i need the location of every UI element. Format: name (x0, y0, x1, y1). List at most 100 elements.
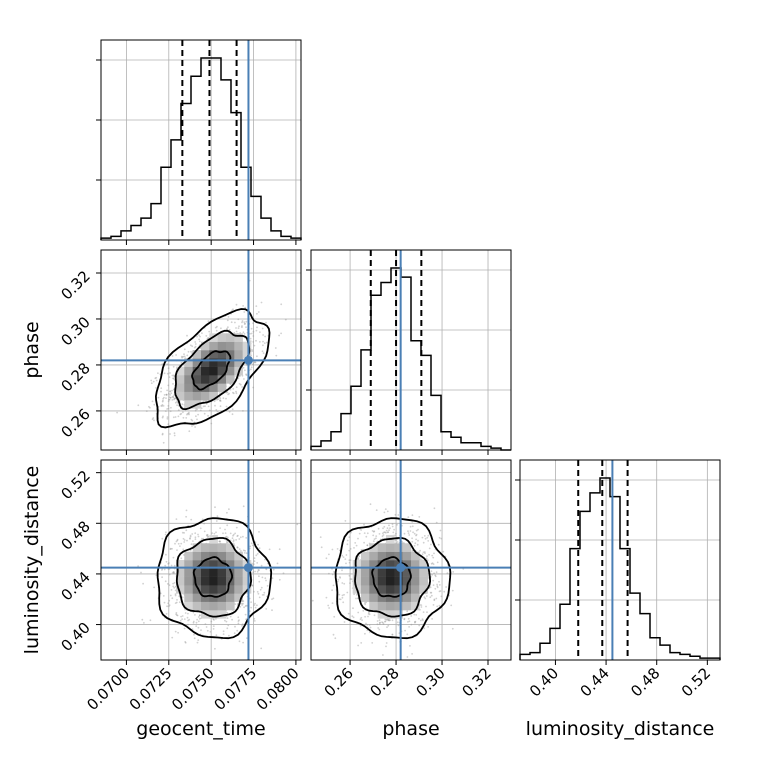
sample-point (265, 579, 267, 582)
sample-point (256, 591, 259, 593)
sample-point (187, 612, 189, 615)
sample-point (439, 590, 442, 592)
sample-point (434, 574, 437, 577)
sample-point (348, 549, 351, 552)
density-cell (234, 576, 243, 586)
sample-point (415, 533, 418, 536)
sample-point (255, 554, 258, 557)
sample-point (266, 585, 269, 587)
density-cell (369, 585, 378, 594)
sample-point (174, 401, 177, 404)
sample-point (209, 630, 212, 633)
sample-point (403, 618, 406, 621)
sample-point (169, 547, 172, 550)
sample-point (350, 578, 353, 581)
sample-point (237, 327, 240, 329)
sample-point (171, 597, 174, 600)
density-cell (242, 341, 252, 351)
sample-point (254, 606, 257, 609)
sample-point (173, 398, 175, 401)
sample-point (407, 621, 409, 623)
sample-point (419, 556, 421, 559)
sample-point (433, 552, 435, 555)
sample-point (410, 615, 413, 617)
sample-point (242, 410, 244, 412)
sample-point (192, 621, 195, 624)
sample-point (202, 405, 205, 408)
sample-point (406, 656, 409, 658)
sample-point (271, 577, 274, 580)
sample-point (242, 505, 245, 508)
sample-point (213, 619, 215, 621)
sample-point (436, 605, 439, 608)
sample-point (237, 622, 240, 625)
sample-point (236, 534, 239, 537)
sample-point (235, 390, 237, 393)
density-cell (411, 601, 420, 611)
sample-point (193, 346, 196, 349)
sample-point (414, 542, 417, 545)
sample-point (186, 354, 189, 357)
sample-point (387, 531, 390, 534)
sample-point (218, 540, 221, 543)
sample-point (199, 614, 201, 617)
contour-level (156, 517, 273, 640)
sample-point (252, 330, 255, 333)
sample-point (414, 621, 416, 624)
sample-point (357, 558, 360, 561)
density-cell (411, 593, 420, 602)
sample-point (200, 629, 202, 631)
sample-point (181, 531, 184, 534)
sample-point (355, 597, 357, 600)
sample-point (181, 596, 184, 599)
sample-point (445, 586, 447, 588)
tick-label-y-phase: 0.26 (57, 405, 93, 441)
sample-point (182, 416, 185, 419)
sample-point (235, 526, 238, 529)
sample-point (252, 341, 255, 343)
sample-point (355, 593, 358, 596)
sample-point (208, 330, 211, 333)
sample-point (377, 627, 380, 629)
axes-frame (310, 249, 512, 451)
sample-point (250, 542, 253, 545)
sample-point (165, 553, 167, 556)
sample-point (143, 622, 145, 624)
sample-point (431, 618, 433, 620)
density-cell (201, 576, 210, 586)
sample-point (168, 573, 171, 576)
sample-point (169, 372, 171, 374)
density-cell (184, 568, 193, 577)
sample-point (168, 376, 171, 378)
density-cell (209, 350, 218, 359)
density-cell (209, 593, 218, 602)
sample-point (168, 392, 170, 395)
axes-frame (100, 39, 302, 241)
sample-point (411, 537, 413, 540)
sample-point (231, 618, 234, 621)
sample-point (411, 525, 414, 528)
sample-point (189, 537, 191, 539)
sample-point (349, 578, 352, 580)
density-cell (226, 601, 235, 611)
sample-point (426, 611, 428, 614)
sample-point (242, 535, 244, 538)
density-cell (192, 601, 202, 611)
density-cell (226, 350, 235, 359)
sample-point (192, 611, 195, 614)
density-cell (352, 560, 362, 569)
sample-point (162, 405, 165, 407)
sample-point (229, 615, 232, 618)
sample-point (171, 399, 174, 401)
sample-point (256, 570, 259, 573)
sample-point (170, 564, 173, 567)
panel-content (101, 250, 301, 450)
tick-label-x-luminosity_distance: 0.48 (627, 664, 663, 700)
tick-label-x-geocent_time: 0.0700 (83, 664, 133, 714)
sample-point (258, 531, 260, 533)
sample-point (378, 533, 381, 535)
sample-point (278, 578, 281, 581)
density-cell (394, 576, 403, 586)
sample-point (170, 392, 173, 395)
sample-point (234, 603, 237, 605)
